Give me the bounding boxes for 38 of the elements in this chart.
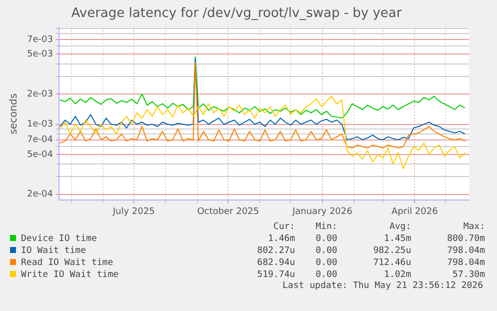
y-axis-title: seconds (8, 93, 20, 134)
text: 798.04m (446, 245, 485, 257)
y-tick-label: 2e-04 (26, 190, 54, 200)
text: 1.02m (383, 269, 412, 281)
text: Min: (314, 221, 338, 233)
x-tick-label: April 2026 (392, 206, 438, 217)
x-tick-label: July 2025 (112, 206, 155, 217)
text: 57.30m (451, 269, 485, 281)
text: 0.00 (314, 269, 338, 281)
text: Max: (462, 221, 485, 233)
text: Cur: (272, 221, 296, 233)
y-tick-label: 5e-03 (26, 50, 53, 60)
legend-label: Device IO time (20, 233, 98, 245)
text: 798.04m (446, 257, 485, 269)
text: 712.46u (372, 257, 412, 269)
legend-label: Read IO Wait time (20, 257, 114, 269)
text: 800.70m (446, 233, 485, 245)
chart-title: Average latency for /dev/vg_root/lv_swap - by year (71, 6, 402, 22)
text: 0.00 (314, 257, 338, 269)
y-tick-label: 7e-04 (26, 135, 54, 146)
y-tick-label: 5e-04 (26, 150, 54, 160)
x-tick-label: January 2026 (291, 206, 353, 217)
text: 682.94u (256, 257, 296, 269)
text: 802.27u (256, 245, 296, 257)
legend-label: Write IO Wait time (20, 269, 120, 281)
text: 0.00 (314, 233, 338, 245)
text: 0.00 (314, 245, 338, 257)
text: 519.74u (256, 269, 296, 281)
text: Avg: (388, 221, 412, 233)
text: 1.46m (267, 233, 296, 245)
text: 1.45m (383, 233, 412, 245)
legend-label: IO Wait time (20, 245, 88, 257)
y-tick-label: 1e-03 (26, 120, 53, 130)
x-tick-label: October 2025 (197, 206, 259, 217)
y-tick-label: 7e-03 (26, 34, 53, 45)
text: Last update: Thu May 21 23:56:12 2026 (282, 281, 483, 291)
text: 982.25u (372, 245, 412, 257)
y-tick-label: 2e-03 (26, 89, 53, 100)
